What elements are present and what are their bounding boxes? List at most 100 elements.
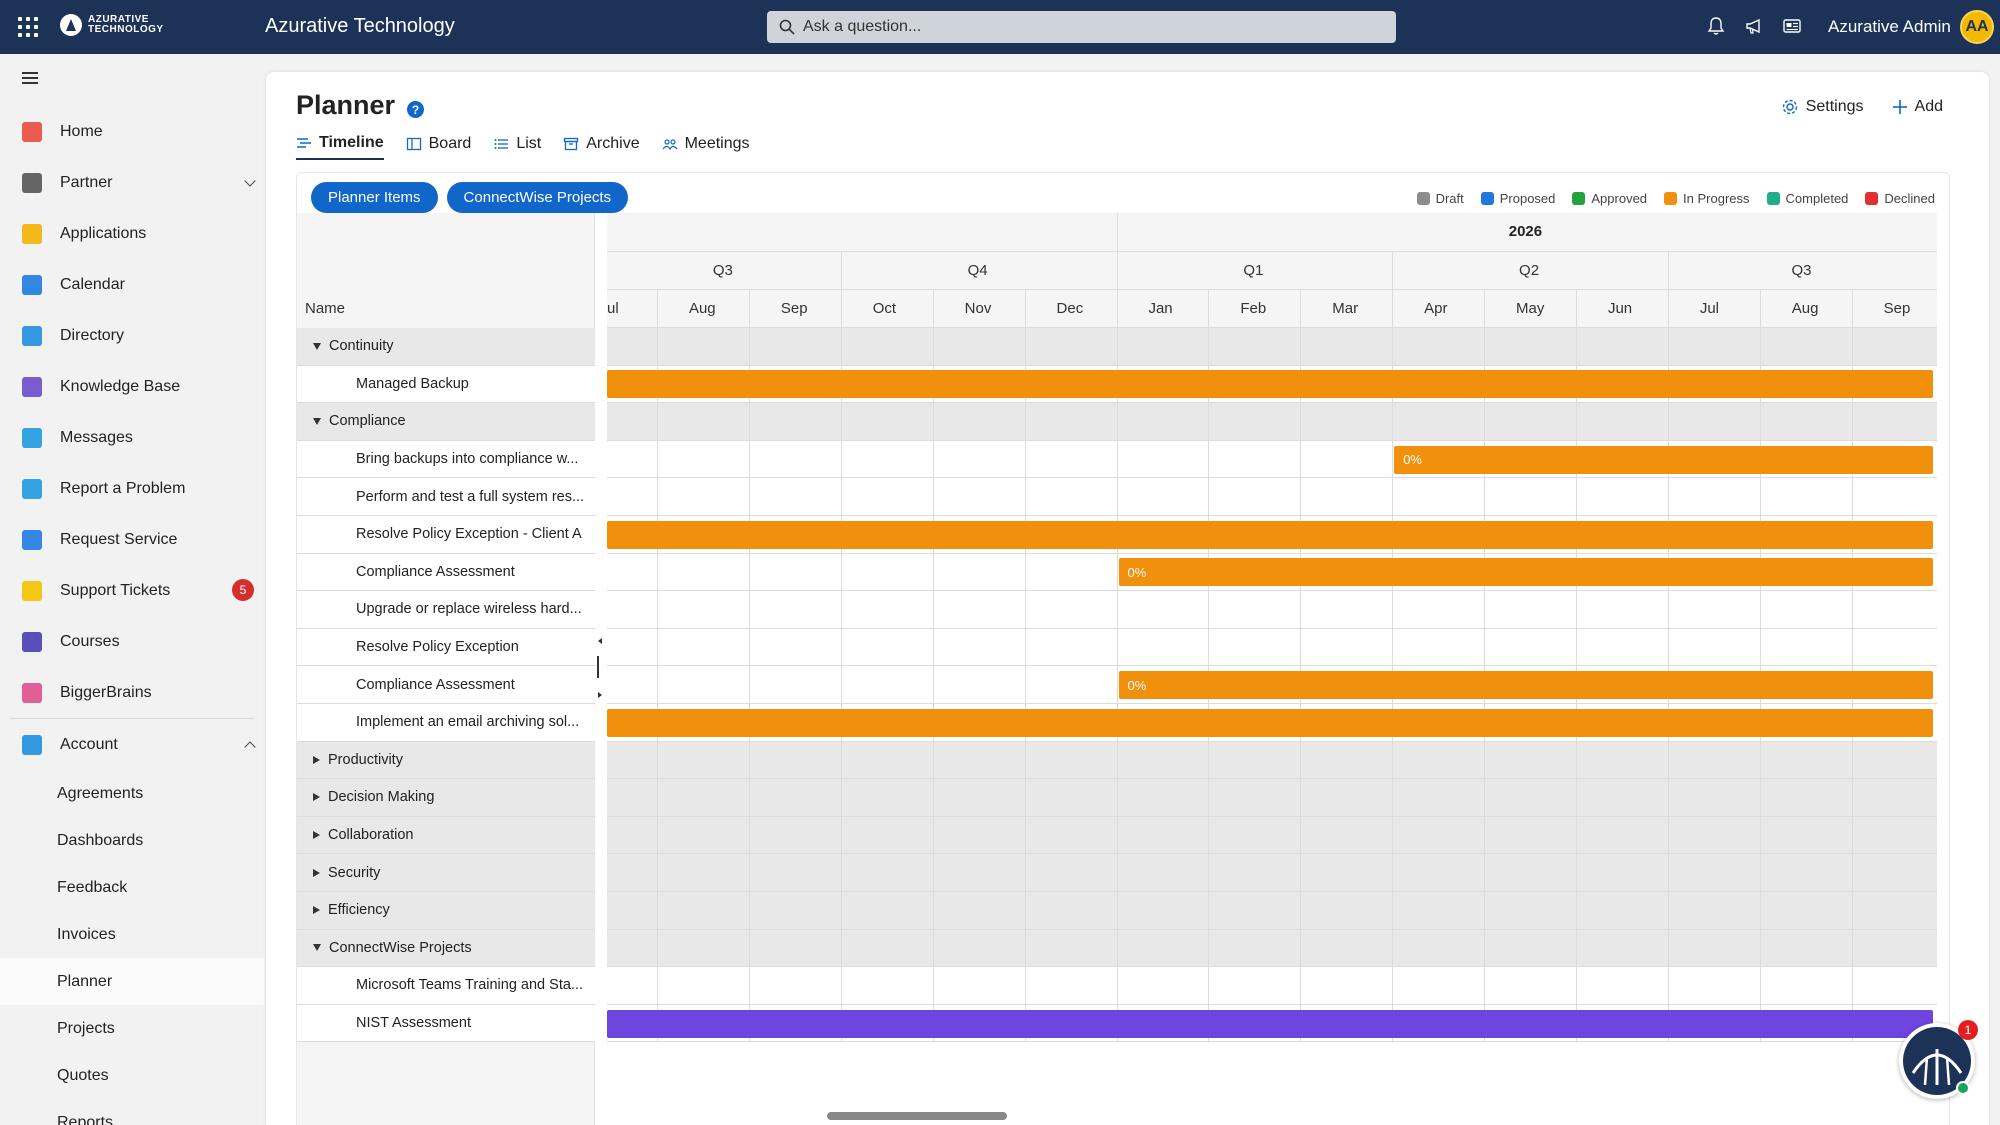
caret-down-icon[interactable]	[313, 342, 321, 350]
timeline-bar[interactable]	[607, 708, 1933, 737]
group-row-collaboration[interactable]: Collaboration	[297, 816, 595, 855]
search-icon	[779, 19, 795, 35]
group-row-connectwise-projects[interactable]: ConnectWise Projects	[297, 929, 595, 968]
tab-list[interactable]: List	[493, 134, 541, 160]
group-row-compliance[interactable]: Compliance	[297, 403, 595, 441]
timeline-bar[interactable]	[607, 520, 1933, 549]
sidebar-item-home[interactable]: Home	[0, 106, 264, 157]
sidebar-item-courses[interactable]: Courses	[0, 616, 264, 667]
sidebar-subitem-projects[interactable]: Projects	[57, 1019, 115, 1037]
account-icon	[22, 734, 42, 755]
company-logo[interactable]: AZURATIVE TECHNOLOGY	[60, 14, 164, 36]
add-button[interactable]: Add	[1892, 98, 1943, 116]
group-row-decision-making[interactable]: Decision Making	[297, 779, 595, 817]
task-row[interactable]: NIST Assessment	[297, 1004, 595, 1043]
sidebar-item-label: Account	[60, 735, 118, 753]
timeline-bar[interactable]	[607, 1009, 1933, 1038]
sidebar-item-partner[interactable]: Partner	[0, 157, 264, 208]
task-row[interactable]: Bring backups into compliance w...	[297, 440, 595, 479]
tab-board[interactable]: Board	[406, 134, 471, 160]
sidebar-item-messages[interactable]: Messages	[0, 412, 264, 463]
group-row-security[interactable]: Security	[297, 854, 595, 892]
group-row-efficiency[interactable]: Efficiency	[297, 891, 595, 930]
timeline-row	[607, 328, 1937, 366]
task-label: Perform and test a full system res...	[356, 488, 585, 505]
legend-label: Proposed	[1499, 191, 1556, 206]
knowledge-base-icon	[22, 376, 42, 397]
column-resize-handle[interactable]	[596, 638, 604, 698]
group-row-productivity[interactable]: Productivity	[297, 741, 595, 780]
task-row[interactable]: Implement an email archiving sol...	[297, 703, 595, 742]
search-box[interactable]	[767, 11, 1396, 43]
timeline-bar[interactable]: 0%	[1118, 558, 1933, 587]
legend-label: Declined	[1884, 191, 1935, 206]
timeline-row	[607, 816, 1937, 855]
horizontal-scrollbar[interactable]	[827, 1112, 1007, 1120]
sidebar-item-biggerbrains[interactable]: BiggerBrains	[0, 667, 264, 718]
user-avatar[interactable]: AA	[1960, 10, 1994, 44]
task-row[interactable]: Microsoft Teams Training and Sta...	[297, 967, 595, 1005]
tab-archive[interactable]: Archive	[563, 134, 640, 160]
sidebar-item-directory[interactable]: Directory	[0, 310, 264, 361]
chevron-down-icon[interactable]	[244, 175, 256, 187]
sidebar-item-request-service[interactable]: Request Service	[0, 514, 264, 565]
filter-chip-planner-items[interactable]: Planner Items	[311, 182, 438, 213]
sidebar-subitem-quotes[interactable]: Quotes	[57, 1066, 109, 1084]
plus-icon	[1892, 100, 1907, 114]
task-row[interactable]: Compliance Assessment	[297, 553, 595, 592]
sidebar-subitem-dashboards[interactable]: Dashboards	[57, 831, 144, 849]
month-label: Nov	[964, 300, 992, 317]
app-title: Azurative Technology	[265, 15, 455, 37]
timeline-area[interactable]: 2026 Q3 Q4 Q1 Q2 Q3 ul Aug Sep Oct Nov Dec Jan Feb Ma…	[607, 213, 1937, 1125]
task-row[interactable]: Managed Backup	[297, 365, 595, 404]
support-tickets-icon	[22, 580, 42, 601]
bar-progress-label: 0%	[1127, 677, 1147, 693]
hamburger-menu-icon[interactable]	[22, 72, 38, 84]
sidebar-subitem-feedback[interactable]: Feedback	[57, 878, 128, 896]
support-assistant-button[interactable]	[1899, 1023, 1975, 1099]
timeline-bar[interactable]: 0%	[1394, 445, 1933, 474]
task-row[interactable]: Compliance Assessment	[297, 666, 595, 704]
caret-right-icon[interactable]	[313, 868, 320, 877]
task-row[interactable]: Upgrade or replace wireless hard...	[297, 591, 595, 629]
caret-right-icon[interactable]	[313, 793, 320, 802]
tab-meetings[interactable]: Meetings	[662, 134, 750, 160]
user-name[interactable]: Azurative Admin	[1828, 17, 1951, 36]
task-row[interactable]: Perform and test a full system res...	[297, 478, 595, 516]
caret-right-icon[interactable]	[313, 831, 320, 840]
group-row-continuity[interactable]: Continuity	[297, 328, 595, 366]
app-launcher-icon[interactable]	[18, 17, 38, 37]
timeline-bar[interactable]	[607, 370, 1933, 399]
notifications-bell-icon[interactable]	[1706, 16, 1726, 36]
month-divider	[657, 289, 658, 327]
caret-down-icon[interactable]	[313, 417, 321, 425]
sidebar-item-applications[interactable]: Applications	[0, 208, 264, 259]
sidebar-item-account[interactable]: Account	[0, 719, 264, 770]
sidebar-item-support-tickets[interactable]: Support Tickets 5	[0, 565, 264, 616]
sidebar-subitem-reports[interactable]: Reports	[57, 1113, 114, 1125]
grid-line	[1024, 328, 1026, 1043]
settings-button[interactable]: Settings	[1781, 98, 1864, 116]
caret-right-icon[interactable]	[313, 906, 320, 915]
announcements-megaphone-icon[interactable]	[1744, 16, 1764, 36]
task-row[interactable]: Resolve Policy Exception	[297, 628, 595, 667]
search-input[interactable]	[803, 18, 1363, 36]
tab-timeline[interactable]: Timeline	[296, 134, 384, 160]
sidebar-subitem-invoices[interactable]: Invoices	[57, 925, 116, 943]
sidebar-item-calendar[interactable]: Calendar	[0, 259, 264, 310]
timeline-bar[interactable]: 0%	[1118, 671, 1933, 700]
group-label: Collaboration	[328, 827, 414, 844]
chevron-up-icon[interactable]	[244, 741, 256, 753]
sidebar-item-report-a-problem[interactable]: Report a Problem	[0, 463, 264, 514]
task-row[interactable]: Resolve Policy Exception - Client A	[297, 515, 595, 554]
caret-right-icon[interactable]	[313, 755, 320, 764]
help-icon[interactable]: ?	[407, 101, 424, 118]
sidebar-subitem-agreements[interactable]: Agreements	[57, 784, 144, 802]
caret-down-icon[interactable]	[313, 944, 321, 952]
sidebar-item-knowledge-base[interactable]: Knowledge Base	[0, 361, 264, 412]
filter-chip-connectwise-projects[interactable]: ConnectWise Projects	[446, 182, 629, 213]
home-icon	[22, 121, 42, 142]
sidebar-subitem-planner[interactable]: Planner	[0, 958, 264, 1005]
month-divider	[1116, 289, 1118, 327]
news-icon[interactable]	[1782, 16, 1802, 36]
